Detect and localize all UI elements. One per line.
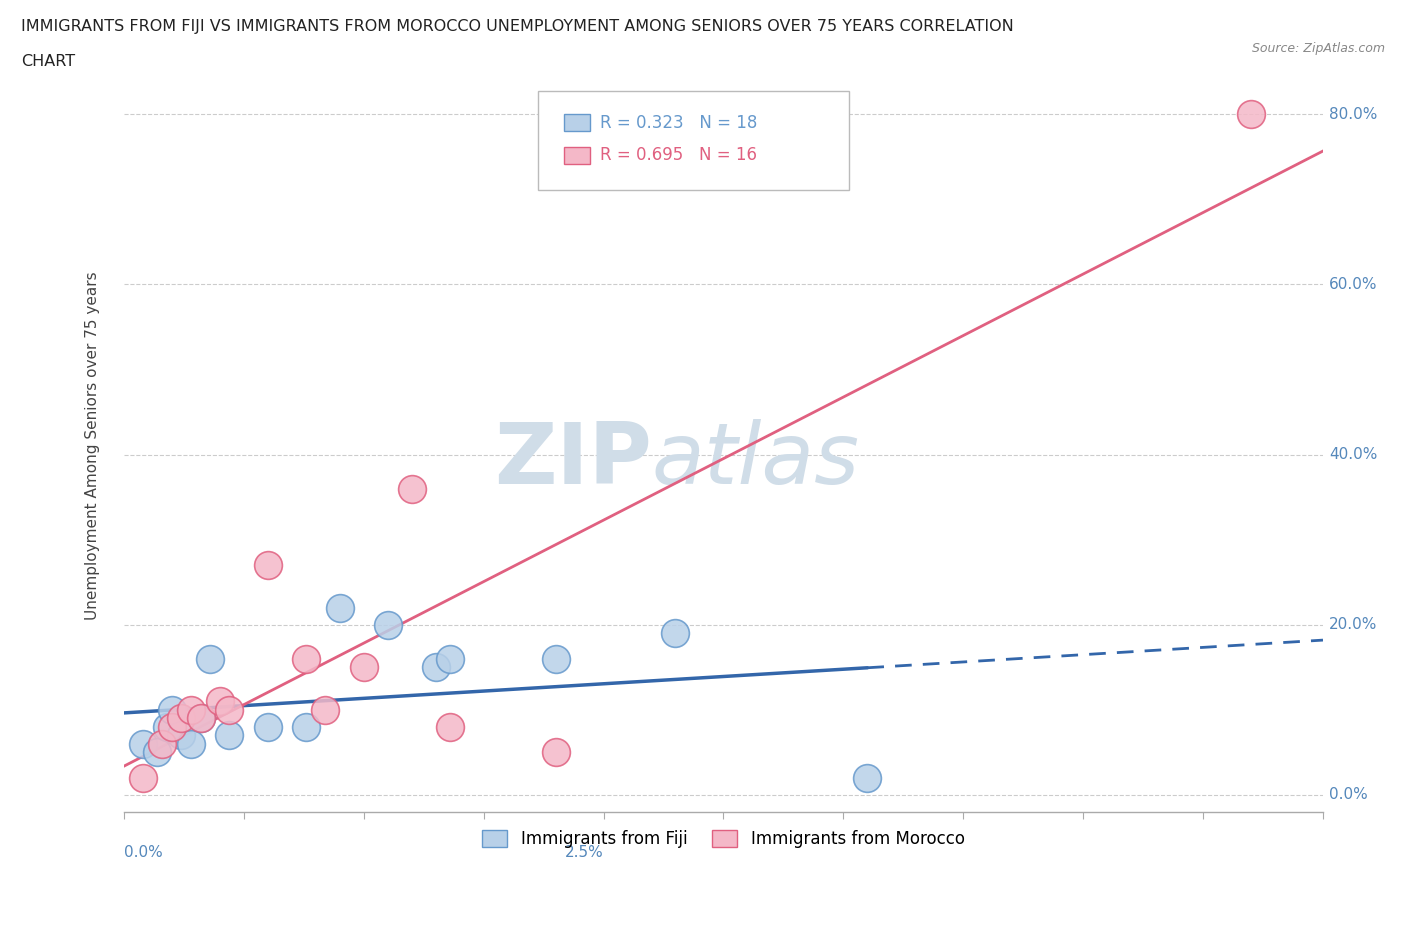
Point — [256, 720, 278, 735]
Point — [218, 728, 240, 743]
Text: R = 0.323   N = 18: R = 0.323 N = 18 — [600, 113, 758, 131]
Text: 0.0%: 0.0% — [124, 845, 163, 860]
Point — [425, 660, 447, 675]
Point — [353, 660, 375, 675]
Point — [150, 737, 173, 751]
Text: R = 0.695   N = 16: R = 0.695 N = 16 — [600, 147, 756, 165]
Point — [1240, 107, 1263, 122]
Point — [132, 737, 155, 751]
Text: 0.0%: 0.0% — [1329, 788, 1368, 803]
Text: IMMIGRANTS FROM FIJI VS IMMIGRANTS FROM MOROCCO UNEMPLOYMENT AMONG SENIORS OVER : IMMIGRANTS FROM FIJI VS IMMIGRANTS FROM … — [21, 19, 1014, 33]
Point — [170, 728, 193, 743]
Point — [156, 720, 179, 735]
Point — [170, 711, 193, 725]
Point — [200, 651, 222, 666]
Text: 60.0%: 60.0% — [1329, 277, 1378, 292]
Point — [329, 600, 352, 615]
Point — [401, 481, 423, 496]
FancyBboxPatch shape — [564, 114, 591, 130]
Point — [295, 651, 318, 666]
FancyBboxPatch shape — [537, 91, 849, 190]
Text: Source: ZipAtlas.com: Source: ZipAtlas.com — [1251, 42, 1385, 55]
Point — [160, 720, 183, 735]
Point — [208, 694, 231, 709]
Text: atlas: atlas — [651, 419, 859, 502]
Point — [439, 651, 461, 666]
Y-axis label: Unemployment Among Seniors over 75 years: Unemployment Among Seniors over 75 years — [86, 272, 100, 620]
Point — [190, 711, 212, 725]
Point — [256, 558, 278, 573]
Point — [180, 702, 202, 717]
Point — [190, 711, 212, 725]
Point — [544, 651, 567, 666]
Point — [160, 702, 183, 717]
Point — [377, 618, 399, 632]
Point — [132, 770, 155, 785]
Point — [146, 745, 169, 760]
Point — [439, 720, 461, 735]
Text: 80.0%: 80.0% — [1329, 107, 1378, 122]
Text: ZIP: ZIP — [494, 419, 651, 502]
Text: 2.5%: 2.5% — [565, 845, 603, 860]
Point — [314, 702, 336, 717]
Point — [295, 720, 318, 735]
Point — [664, 626, 686, 641]
Point — [544, 745, 567, 760]
Point — [856, 770, 879, 785]
Point — [218, 702, 240, 717]
FancyBboxPatch shape — [564, 148, 591, 164]
Point — [180, 737, 202, 751]
Text: CHART: CHART — [21, 54, 75, 69]
Legend: Immigrants from Fiji, Immigrants from Morocco: Immigrants from Fiji, Immigrants from Mo… — [475, 823, 972, 855]
Text: 40.0%: 40.0% — [1329, 447, 1378, 462]
Text: 20.0%: 20.0% — [1329, 618, 1378, 632]
